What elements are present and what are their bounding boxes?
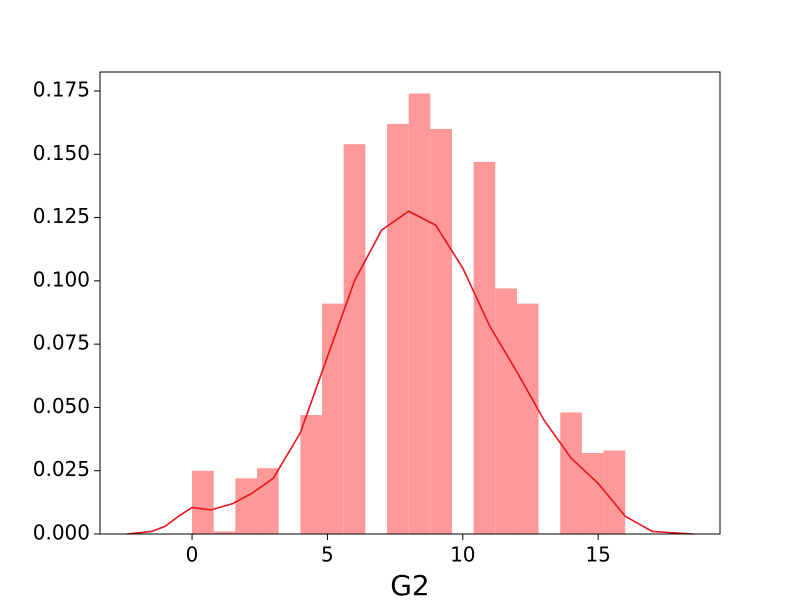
bar [322,303,344,534]
bar [300,415,323,534]
bar [213,531,236,534]
y-tick-label: 0.150 [33,141,90,165]
bar [581,452,604,534]
x-tick-label: 15 [585,543,610,567]
bar [192,470,214,534]
kde-line [126,210,693,535]
y-tick-label: 0.100 [33,267,90,291]
bar [235,478,258,534]
x-tick-label: 5 [321,543,334,567]
y-tick-label: 0.075 [33,331,90,355]
bar [408,93,431,534]
bar [343,144,366,534]
x-tick-label: 10 [450,543,475,567]
y-tick-label: 0.025 [33,457,90,481]
bar [473,161,496,534]
bar [603,450,626,534]
bar [495,288,517,534]
bar [386,123,409,535]
bar [257,468,279,534]
bar [516,303,539,534]
y-tick-label: 0.125 [33,204,90,228]
bar [430,128,452,534]
bar [560,412,582,534]
y-tick-label: 0.175 [33,77,90,101]
y-tick-label: 0.050 [33,394,90,418]
y-tick-label: 0.000 [33,521,90,545]
x-tick-label: 0 [186,543,199,567]
plot-frame [99,71,721,535]
x-axis-label: G2 [390,569,430,600]
